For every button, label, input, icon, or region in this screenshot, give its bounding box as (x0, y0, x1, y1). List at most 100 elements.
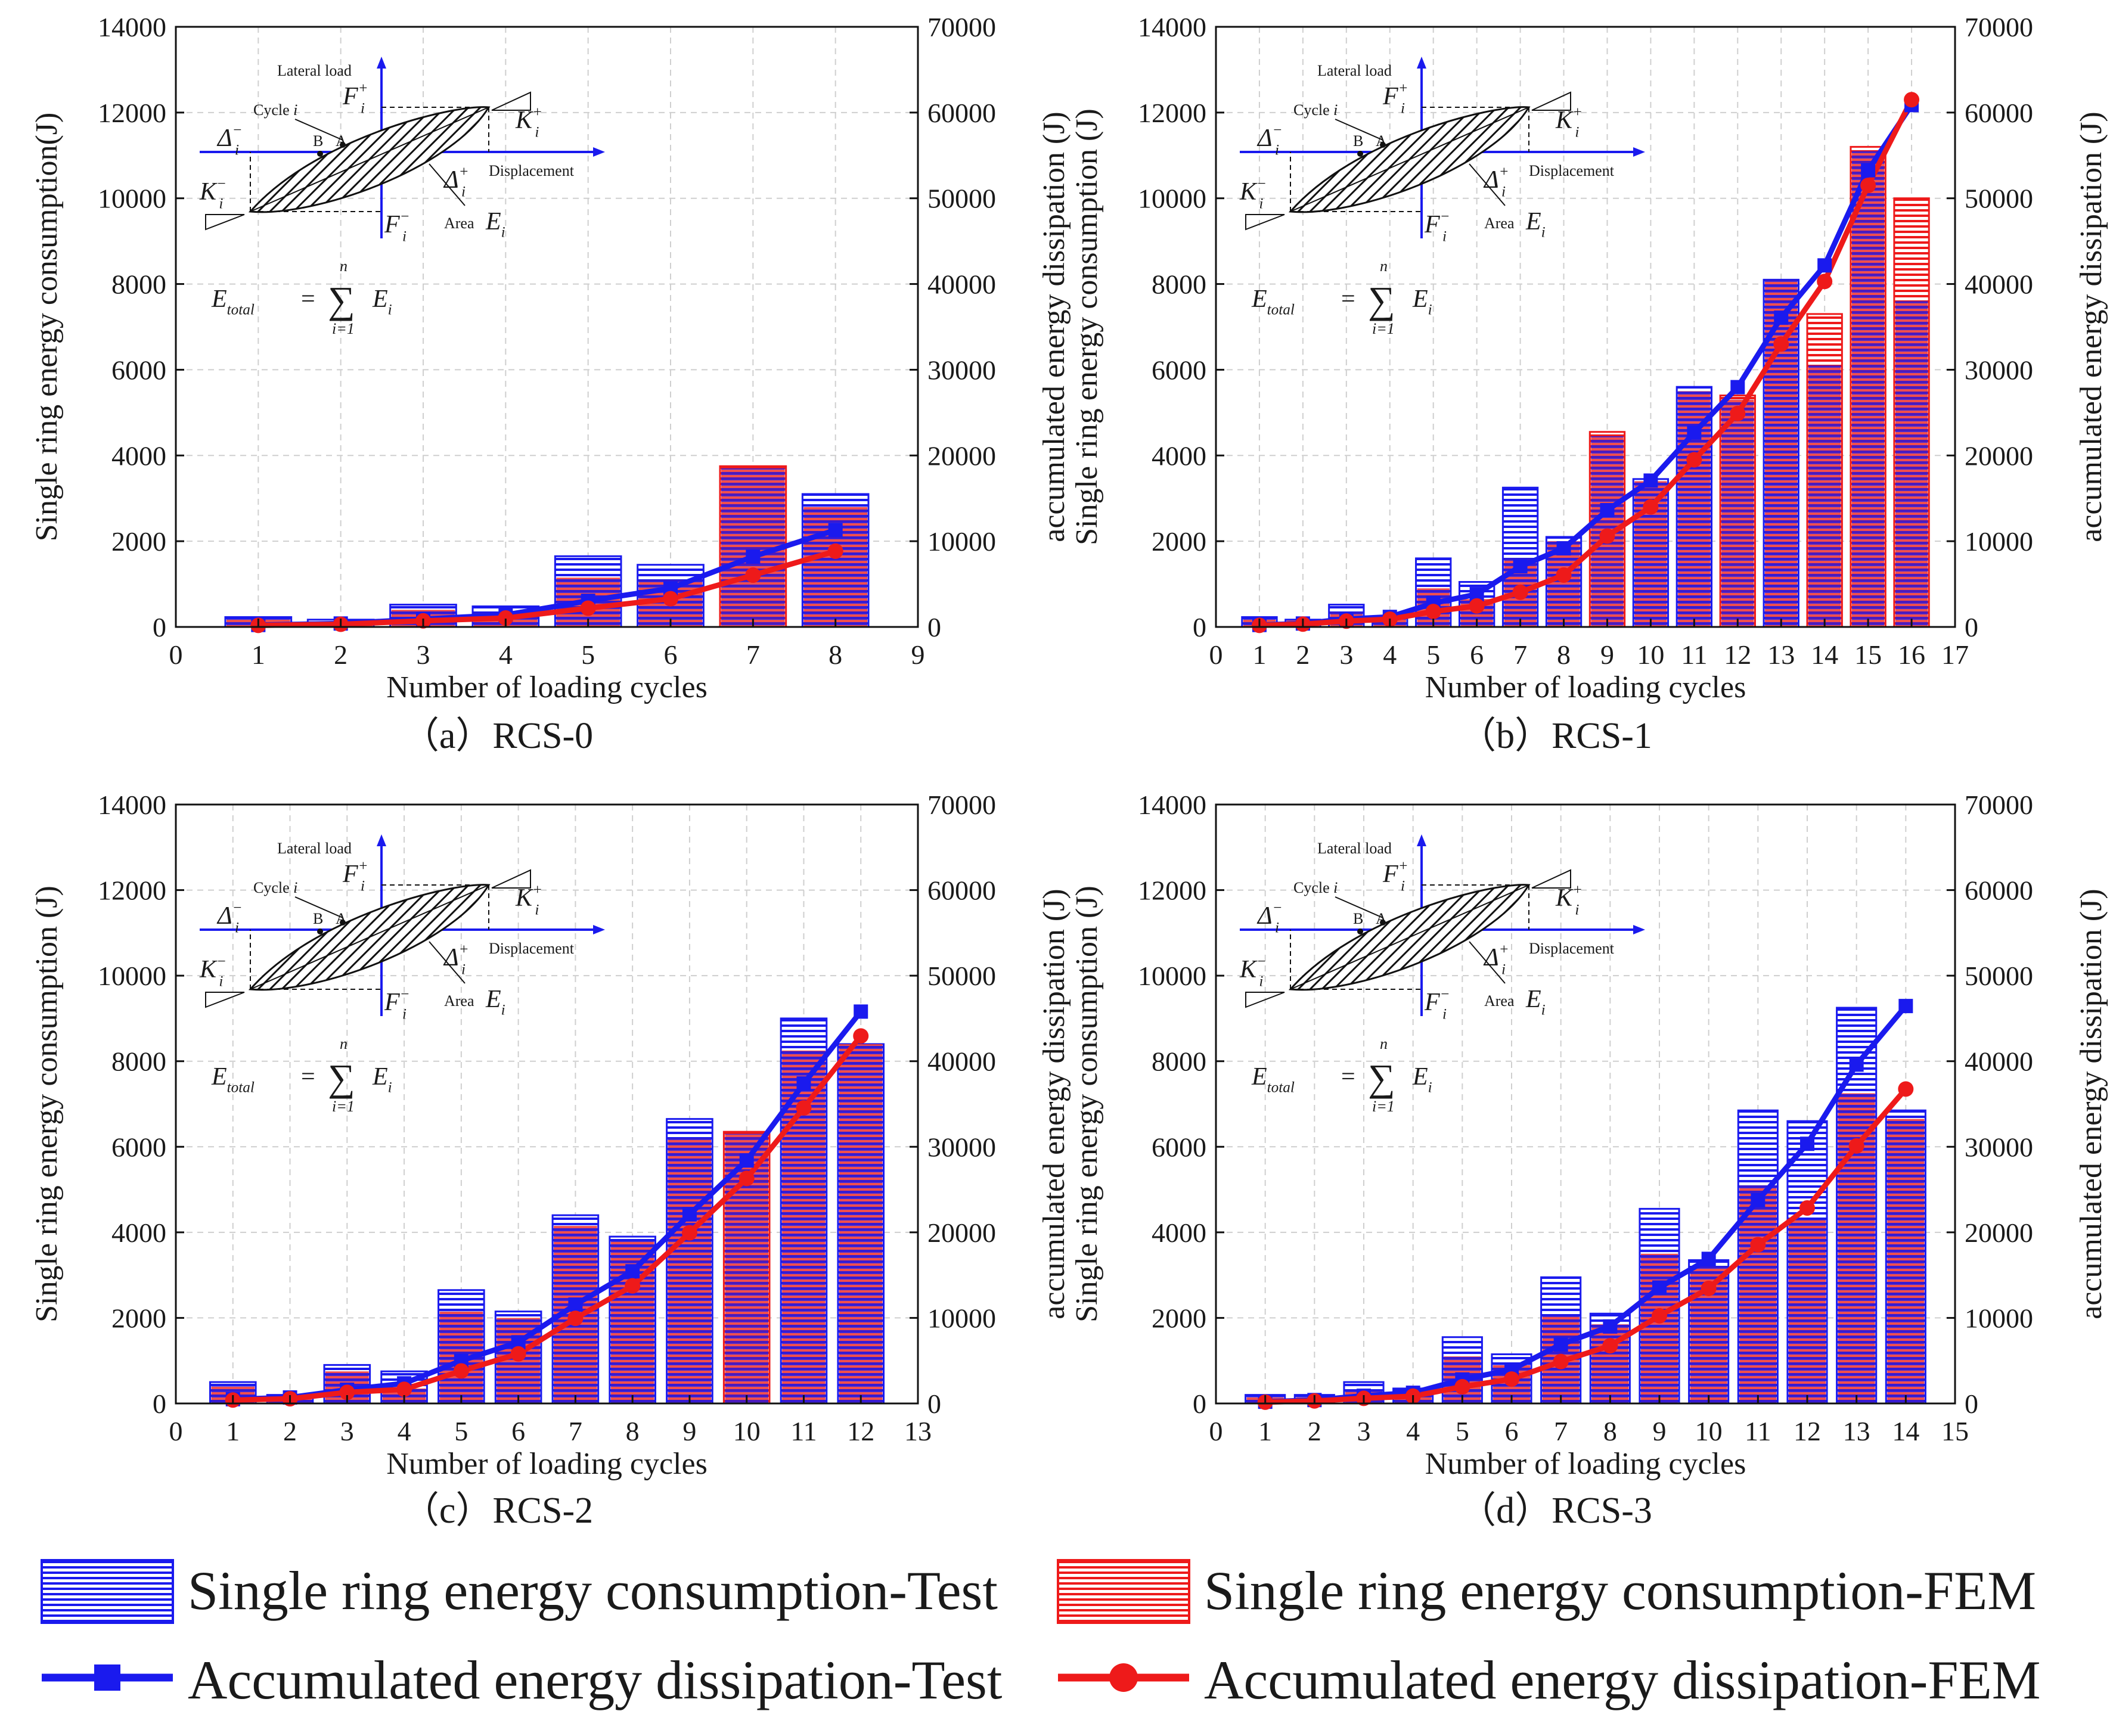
x-axis-title: Number of loading cycles (1425, 670, 1746, 704)
formula-equals: = (301, 1063, 315, 1091)
point-fem (1686, 452, 1702, 468)
x-tick-label: 4 (1383, 639, 1397, 670)
inset-delta-neg: Δ− i (216, 122, 243, 159)
point-fem (1553, 1353, 1569, 1369)
y-right-tick-label: 60000 (927, 875, 996, 906)
point-fem (1773, 336, 1789, 352)
y-left-tick-label: 14000 (98, 790, 166, 820)
point-test (854, 1004, 868, 1019)
inset-area-leader (1469, 163, 1506, 206)
point-fem (510, 1346, 526, 1362)
inset-leader (1335, 119, 1383, 141)
y-right-tick-label: 70000 (927, 790, 996, 820)
y-left-tick-label: 0 (1193, 1389, 1206, 1419)
y-left-tick-label: 4000 (111, 1218, 166, 1248)
y-left-tick-label: 14000 (1138, 790, 1206, 820)
formula-sigma: ∑ (328, 1057, 355, 1099)
x-tick-label: 15 (1941, 1416, 1969, 1446)
y-left-tick-label: 14000 (98, 12, 166, 42)
inset-cycle-label: Cycle i (253, 101, 297, 119)
legend-marker-circle (1109, 1663, 1138, 1692)
inset-delta-neg: Δ− i (1256, 900, 1283, 936)
legend-swatch-bar-test (41, 1559, 174, 1624)
y-right-axis-title: accumulated energy dissipation (J) (1037, 889, 1071, 1319)
bar-test (1895, 301, 1928, 627)
x-tick-label: 8 (1603, 1416, 1617, 1446)
inset-k-pos: K+ i (515, 104, 542, 141)
y-left-tick-label: 2000 (1152, 526, 1206, 557)
x-tick-label: 10 (1637, 639, 1664, 670)
point-fem (453, 1363, 469, 1379)
ticks: 0 1 2 3 4 5 6 7 8 9 10 11 12 130200040006000800010000… (98, 790, 996, 1446)
y-left-tick-label: 12000 (1138, 875, 1206, 906)
y-right-tick-label: 10000 (927, 526, 996, 557)
inset-y-arrow (1417, 834, 1426, 846)
point-fem (796, 1100, 812, 1116)
formula-equals: = (1341, 1063, 1355, 1091)
x-tick-label: 1 (226, 1416, 240, 1446)
panel-rcs-1: 0 1 2 3 4 5 6 7 8 9 10 11 12 13 14 15 16 1702000400060008… (1070, 12, 2108, 756)
x-tick-label: 12 (847, 1416, 874, 1446)
y-right-tick-label: 60000 (1965, 98, 2033, 128)
formula-sum-lower: i=1 (332, 320, 355, 337)
y-right-tick-label: 30000 (927, 1132, 996, 1162)
y-right-tick-label: 0 (1965, 612, 1978, 642)
legend-label-bar-fem: Single ring energy consumption-FEM (1204, 1560, 2036, 1621)
inset-point-b-dot (1357, 151, 1363, 157)
formula-sum-upper: n (340, 257, 347, 275)
y-right-tick-label: 60000 (927, 98, 996, 128)
point-test (1553, 1337, 1568, 1352)
x-tick-label: 6 (664, 639, 678, 670)
y-left-tick-label: 4000 (1152, 1218, 1206, 1248)
inset-k-neg-triangle (205, 992, 245, 1008)
y-left-tick-label: 6000 (111, 1132, 166, 1162)
y-left-tick-label: 0 (153, 612, 166, 642)
point-fem (1750, 1237, 1766, 1253)
inset-k-neg-triangle (205, 214, 245, 231)
line-fem (1259, 98, 1915, 628)
y-left-tick-label: 12000 (98, 875, 166, 906)
inset-f-neg: F− i (1424, 209, 1450, 245)
inset-y-arrow (377, 834, 386, 846)
x-tick-label: 10 (1695, 1416, 1723, 1446)
x-axis-title: Number of loading cycles (386, 670, 708, 704)
point-fem (498, 610, 514, 626)
inset-y-arrow (377, 57, 386, 69)
x-tick-label: 4 (398, 1416, 411, 1446)
inset-k-pos-triangle (1531, 91, 1571, 111)
inset-delta-neg: Δ− i (1256, 122, 1283, 159)
x-tick-label: 10 (733, 1416, 761, 1446)
formula-e-total: Etotal (211, 285, 255, 318)
y-right-tick-label: 40000 (927, 269, 996, 300)
inset-k-pos-triangle (491, 91, 531, 111)
panel-rcs-2: 0 1 2 3 4 5 6 7 8 9 10 11 12 130200040006000800010000… (30, 790, 1071, 1531)
x-tick-label: 11 (1745, 1416, 1771, 1446)
x-tick-label: 2 (1296, 639, 1310, 670)
point-test (746, 549, 761, 564)
point-fem (745, 567, 761, 583)
point-fem (1848, 1138, 1864, 1154)
x-axis-title: Number of loading cycles (1425, 1447, 1746, 1481)
y-right-tick-label: 40000 (1965, 1046, 2033, 1077)
point-test (1849, 1057, 1864, 1072)
inset-k-neg: K− i (199, 954, 226, 990)
y-right-tick-label: 20000 (1965, 440, 2033, 471)
bar-fem (1887, 1119, 1925, 1403)
inset-lateral-load-label: Lateral load (277, 62, 352, 79)
panel-caption: （b）RCS-1 (1459, 716, 1652, 756)
x-axis-title: Number of loading cycles (386, 1447, 708, 1481)
x-tick-label: 6 (1470, 639, 1484, 670)
y-left-axis-title: Single ring energy consumption (J) (30, 886, 64, 1322)
x-tick-label: 1 (1258, 1416, 1272, 1446)
point-test (682, 1207, 697, 1222)
x-tick-label: 13 (904, 1416, 932, 1446)
inset-f-neg: F− i (1424, 986, 1450, 1023)
y-right-tick-label: 50000 (1965, 961, 2033, 991)
inset-e-i: Ei (1525, 208, 1546, 241)
formula-sigma: ∑ (1368, 1057, 1395, 1099)
legend-label-line-test: Accumulated energy dissipation-Test (188, 1650, 1003, 1710)
y-left-tick-label: 4000 (1152, 440, 1206, 471)
y-right-tick-label: 70000 (927, 12, 996, 42)
x-tick-label: 2 (1308, 1416, 1321, 1446)
